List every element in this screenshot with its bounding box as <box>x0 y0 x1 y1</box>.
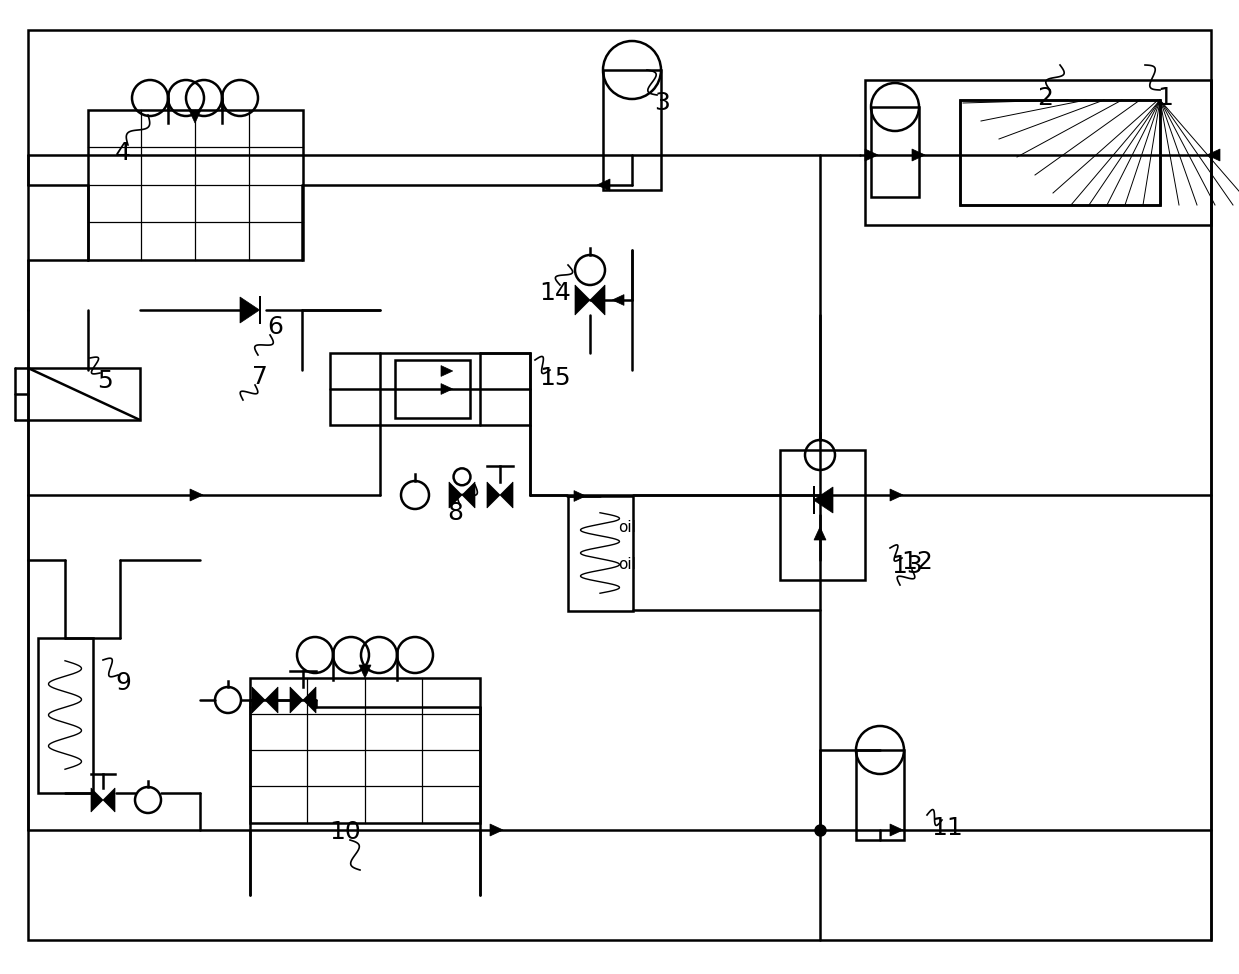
Text: 7: 7 <box>252 365 268 389</box>
Bar <box>960 100 1160 205</box>
Text: 2: 2 <box>1037 86 1053 110</box>
Polygon shape <box>290 687 304 713</box>
Bar <box>871 107 919 197</box>
Polygon shape <box>240 297 259 323</box>
Polygon shape <box>612 294 624 306</box>
Text: 9: 9 <box>115 671 131 695</box>
Polygon shape <box>489 824 503 836</box>
Polygon shape <box>265 687 278 713</box>
Polygon shape <box>501 482 513 508</box>
Bar <box>856 750 904 840</box>
Polygon shape <box>441 384 452 394</box>
Text: 4: 4 <box>115 141 131 165</box>
Polygon shape <box>814 487 833 513</box>
Bar <box>567 496 633 611</box>
Text: oil: oil <box>618 557 636 572</box>
Polygon shape <box>890 824 903 836</box>
Polygon shape <box>449 482 462 508</box>
Text: 8: 8 <box>447 501 463 525</box>
Text: 10: 10 <box>330 820 361 844</box>
Bar <box>603 70 660 190</box>
Text: 13: 13 <box>891 554 923 578</box>
Bar <box>330 353 530 425</box>
Polygon shape <box>90 788 103 812</box>
Polygon shape <box>814 527 826 540</box>
Polygon shape <box>575 285 590 315</box>
Bar <box>250 678 479 823</box>
Bar <box>28 368 140 420</box>
Polygon shape <box>1207 149 1220 161</box>
Polygon shape <box>890 489 903 501</box>
Text: oil: oil <box>618 520 636 535</box>
Text: 15: 15 <box>539 366 571 390</box>
Polygon shape <box>190 489 203 501</box>
Text: 3: 3 <box>654 91 670 115</box>
Polygon shape <box>590 285 605 315</box>
Polygon shape <box>487 482 501 508</box>
Text: 14: 14 <box>539 281 571 305</box>
Polygon shape <box>359 665 370 678</box>
Text: 6: 6 <box>266 315 282 339</box>
Polygon shape <box>252 687 265 713</box>
Polygon shape <box>441 365 452 376</box>
Bar <box>781 450 865 580</box>
Polygon shape <box>103 788 115 812</box>
Polygon shape <box>597 179 610 191</box>
Polygon shape <box>574 491 586 502</box>
Text: 11: 11 <box>932 816 963 840</box>
Bar <box>395 360 470 418</box>
Polygon shape <box>190 110 201 123</box>
Bar <box>88 110 304 260</box>
Polygon shape <box>865 149 878 161</box>
Polygon shape <box>304 687 316 713</box>
Bar <box>38 638 93 793</box>
Text: 12: 12 <box>901 550 933 574</box>
Bar <box>865 80 1211 225</box>
Text: 5: 5 <box>97 369 113 393</box>
Polygon shape <box>462 482 475 508</box>
Text: 1: 1 <box>1157 86 1173 110</box>
Polygon shape <box>912 149 926 161</box>
Bar <box>960 100 1160 205</box>
